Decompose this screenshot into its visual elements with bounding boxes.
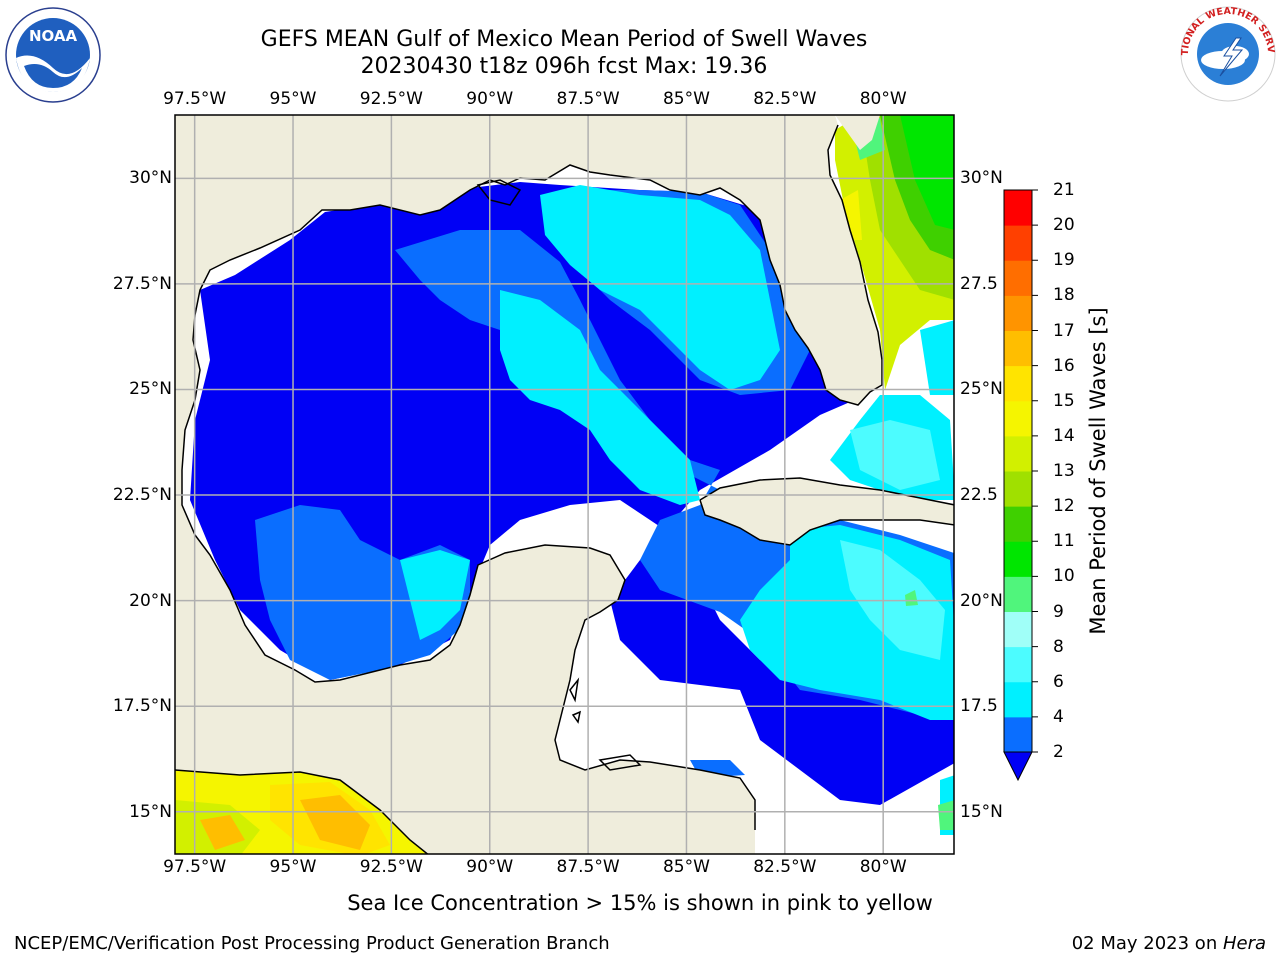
colorbar-swatch	[1004, 365, 1032, 402]
lon-tick-label-top: 85°W	[662, 89, 710, 109]
lon-tick-label-bot: 97.5°W	[163, 857, 227, 877]
noaa-logo: NOAA	[4, 6, 102, 104]
lat-tick-label-left: 25°N	[129, 379, 172, 400]
colorbar-swatch	[1004, 295, 1032, 331]
colorbar-tick-label: 15	[1053, 390, 1075, 411]
colorbar-tick-label: 8	[1053, 636, 1064, 657]
colorbar-swatch	[1004, 716, 1032, 753]
swell-fill-9-10	[905, 590, 954, 830]
lon-tick-label-top: 97.5°W	[163, 89, 227, 109]
colorbar-tick-label: 19	[1053, 250, 1075, 271]
sea-ice-note: Sea Ice Concentration > 15% is shown in …	[347, 891, 933, 915]
lon-tick-label-top: 82.5°W	[753, 89, 817, 109]
map-frame	[174, 114, 955, 855]
colorbar-tick-label: 18	[1053, 285, 1075, 306]
lon-tick-label-bot: 90°W	[466, 857, 514, 877]
colorbar-swatch	[1004, 611, 1032, 648]
footer-host: Hera	[1222, 933, 1266, 954]
footer-credit: NCEP/EMC/Verification Post Processing Pr…	[14, 933, 610, 954]
lat-tick-label-left: 27.5°N	[112, 273, 172, 294]
colorbar-tick-label: 12	[1053, 496, 1075, 517]
colorbar-tick-label: 17	[1053, 320, 1075, 341]
nws-logo: NATIONAL WEATHER SERVICE	[1174, 0, 1278, 104]
chart-subtitle: 20230430 t18z 096h fcst Max: 19.36	[360, 54, 768, 79]
colorbar-tick-label: 6	[1053, 671, 1064, 692]
lon-tick-label-top: 92.5°W	[359, 89, 423, 109]
lat-tick-label-left: 20°N	[129, 590, 172, 611]
gridlines	[175, 115, 954, 854]
lat-tick-label-right: 17.5	[960, 696, 998, 717]
colorbar-tick-label: 20	[1053, 215, 1075, 236]
colorbar-tick-label: 13	[1053, 461, 1075, 481]
lat-tick-label-left: 30°N	[129, 168, 172, 189]
colorbar-tick-label: 4	[1053, 706, 1064, 727]
colorbar-swatch	[1004, 225, 1032, 261]
colorbar-swatch	[1004, 471, 1032, 507]
svg-text:NOAA: NOAA	[29, 27, 78, 45]
colorbar-under-extension	[1003, 751, 1033, 782]
colorbar-tick-label: 2	[1053, 742, 1064, 762]
lon-tick-label-bot: 92.5°W	[359, 857, 423, 877]
lat-tick-label-right: 15°N	[960, 801, 1003, 822]
colorbar-swatch	[1004, 260, 1032, 296]
colorbar-swatch	[1004, 506, 1032, 542]
coastline	[175, 124, 954, 854]
colorbar-tick-label: 16	[1053, 355, 1075, 376]
lat-tick-label-left: 15°N	[129, 801, 172, 822]
colorbar-tick-label: 21	[1053, 180, 1075, 200]
colorbar-tick-label: 11	[1053, 531, 1075, 552]
colorbar-tick-label: 9	[1053, 601, 1064, 622]
lon-tick-label-top: 95°W	[269, 89, 317, 109]
colorbar-swatch	[1004, 400, 1032, 437]
lat-tick-label-left: 17.5°N	[112, 696, 172, 717]
lon-tick-label-bot: 87.5°W	[556, 857, 620, 877]
colorbar-swatch	[1004, 681, 1032, 718]
lon-tick-label-bot: 85°W	[662, 857, 710, 877]
map-content	[175, 115, 954, 854]
lon-tick-label-top: 80°W	[859, 89, 907, 109]
colorbar-label: Mean Period of Swell Waves [s]	[1086, 307, 1110, 635]
lon-tick-label-bot: 80°W	[859, 857, 907, 877]
colorbar-swatch	[1004, 541, 1032, 577]
lat-tick-label-right: 20°N	[960, 590, 1003, 611]
colorbar-swatch	[1004, 190, 1032, 226]
colorbar-swatch	[1004, 330, 1032, 367]
lon-tick-label-bot: 82.5°W	[753, 857, 817, 877]
colorbar-tick-label: 10	[1053, 566, 1075, 587]
lat-tick-label-left: 22.5°N	[112, 485, 172, 506]
lat-tick-label-right: 27.5	[960, 273, 998, 294]
colorbar	[1003, 189, 1038, 782]
lon-tick-label-top: 87.5°W	[556, 89, 620, 109]
lon-tick-label-bot: 95°W	[269, 857, 317, 877]
lat-tick-label-right: 25°N	[960, 379, 1003, 400]
footer-date: 02 May 2023 on Hera	[1072, 933, 1266, 954]
footer-date-text: 02 May 2023 on	[1071, 933, 1223, 954]
lat-tick-label-right: 22.5	[960, 485, 998, 506]
colorbar-tick-label: 14	[1053, 425, 1075, 446]
lat-tick-label-right: 30°N	[960, 168, 1003, 189]
swell-fill-atlantic	[835, 115, 954, 390]
colorbar-swatch	[1004, 435, 1032, 472]
colorbar-swatch	[1004, 646, 1032, 683]
chart-title: GEFS MEAN Gulf of Mexico Mean Period of …	[260, 27, 868, 52]
lon-tick-label-top: 90°W	[466, 89, 514, 109]
colorbar-swatch	[1004, 576, 1032, 612]
